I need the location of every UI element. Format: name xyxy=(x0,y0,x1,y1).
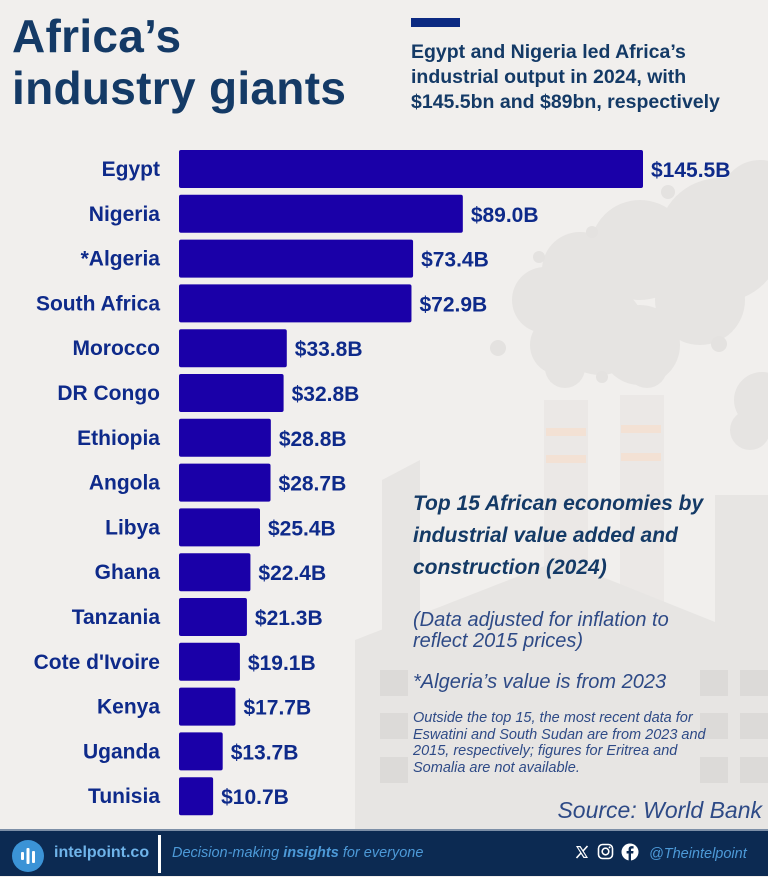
tagline-text: Decision-making xyxy=(172,845,284,861)
value-label: $28.7B xyxy=(279,473,347,496)
bar-group: Tunisia $10.7B xyxy=(88,777,289,816)
tagline-text-end: for everyone xyxy=(338,845,424,861)
category-label: Ghana xyxy=(95,561,161,584)
bar-group: Kenya $17.7B xyxy=(97,687,311,726)
value-label: $33.8B xyxy=(295,338,363,361)
brand-link[interactable]: intelpoint.co xyxy=(54,844,150,861)
chart-description: Top 15 African economies by industrial v… xyxy=(413,492,704,579)
bar xyxy=(179,239,414,278)
bar xyxy=(179,463,271,502)
value-label: $19.1B xyxy=(248,652,316,675)
social-links: @Theintelpoint xyxy=(574,843,747,865)
value-label: $72.9B xyxy=(419,293,487,316)
x-icon[interactable] xyxy=(574,844,590,865)
factory-smoke-background xyxy=(380,160,768,783)
value-label: $89.0B xyxy=(471,204,539,227)
bar-group: Egypt $145.5B xyxy=(102,150,730,188)
category-label: Tunisia xyxy=(88,785,160,808)
bar xyxy=(179,687,236,726)
bar xyxy=(179,598,247,636)
bar-group: Angola $28.7B xyxy=(89,463,347,502)
tagline-emphasis: insights xyxy=(283,845,339,861)
bar-chart: Egypt $145.5B Nigeria $89.0B *Algeria $73.4B S… xyxy=(34,150,730,816)
bar xyxy=(179,553,251,592)
value-label: $145.5B xyxy=(651,159,730,182)
value-label: $22.4B xyxy=(258,562,326,585)
subtitle: Egypt and Nigeria led Africa’s industria… xyxy=(411,41,720,113)
bar xyxy=(179,732,223,771)
category-label: Cote d'Ivoire xyxy=(34,651,160,674)
bar-group: DR Congo $32.8B xyxy=(57,374,359,412)
footer: intelpoint.co Decision-making insights f… xyxy=(0,829,768,876)
value-label: $10.7B xyxy=(221,786,289,809)
bar xyxy=(179,508,261,547)
bar xyxy=(179,642,240,681)
algeria-footnote: *Algeria’s value is from 2023 xyxy=(413,671,667,693)
page-title: Africa’s industry giants xyxy=(12,10,346,114)
instagram-icon[interactable] xyxy=(597,843,614,865)
bar-group: Ghana $22.4B xyxy=(95,553,326,592)
bar-group: Morocco $33.8B xyxy=(72,329,363,368)
bar xyxy=(179,284,412,323)
bar-chart-logo-icon[interactable] xyxy=(12,840,44,872)
inflation-note: (Data adjusted for inflation to reflect … xyxy=(413,609,669,652)
title-line-2: industry giants xyxy=(12,62,347,114)
bar-group: Ethiopia $28.8B xyxy=(77,418,347,457)
bar-group: Cote d'Ivoire $19.1B xyxy=(34,642,316,681)
category-label: Uganda xyxy=(83,740,160,763)
coverage-note: Outside the top 15, the most recent data… xyxy=(413,710,706,776)
accent-bar xyxy=(411,18,460,27)
category-label: Tanzania xyxy=(72,606,161,629)
category-label: Nigeria xyxy=(89,203,161,226)
value-label: $73.4B xyxy=(421,249,489,272)
value-label: $17.7B xyxy=(243,697,311,720)
bar xyxy=(179,374,284,412)
bar-group: Nigeria $89.0B xyxy=(89,194,539,233)
category-label: Libya xyxy=(105,516,160,539)
value-label: $25.4B xyxy=(268,517,336,540)
category-label: Morocco xyxy=(72,337,160,360)
value-label: $28.8B xyxy=(279,428,347,451)
bar xyxy=(179,418,271,457)
value-label: $21.3B xyxy=(255,607,323,630)
category-label: Angola xyxy=(89,472,160,495)
bar xyxy=(179,194,463,233)
category-label: Egypt xyxy=(102,158,160,181)
value-label: $32.8B xyxy=(292,383,360,406)
bar xyxy=(179,329,287,368)
source-credit: Source: World Bank xyxy=(557,797,762,823)
bar xyxy=(179,150,643,188)
tagline: Decision-making insights for everyone xyxy=(172,845,423,861)
footer-divider xyxy=(158,835,161,873)
bar-group: Tanzania $21.3B xyxy=(72,598,323,636)
category-label: *Algeria xyxy=(81,248,161,271)
social-handle[interactable]: @Theintelpoint xyxy=(649,846,747,862)
facebook-icon[interactable] xyxy=(621,843,639,866)
bar-group: South Africa $72.9B xyxy=(36,284,487,323)
title-line-1: Africa’s xyxy=(12,10,182,62)
category-label: South Africa xyxy=(36,292,160,315)
category-label: DR Congo xyxy=(57,382,160,405)
category-label: Ethiopia xyxy=(77,427,160,450)
bar xyxy=(179,777,214,816)
bar-group: Uganda $13.7B xyxy=(83,732,299,771)
bar-group: Libya $25.4B xyxy=(105,508,336,547)
bar-group: *Algeria $73.4B xyxy=(81,239,489,278)
value-label: $13.7B xyxy=(231,741,299,764)
category-label: Kenya xyxy=(97,696,160,719)
